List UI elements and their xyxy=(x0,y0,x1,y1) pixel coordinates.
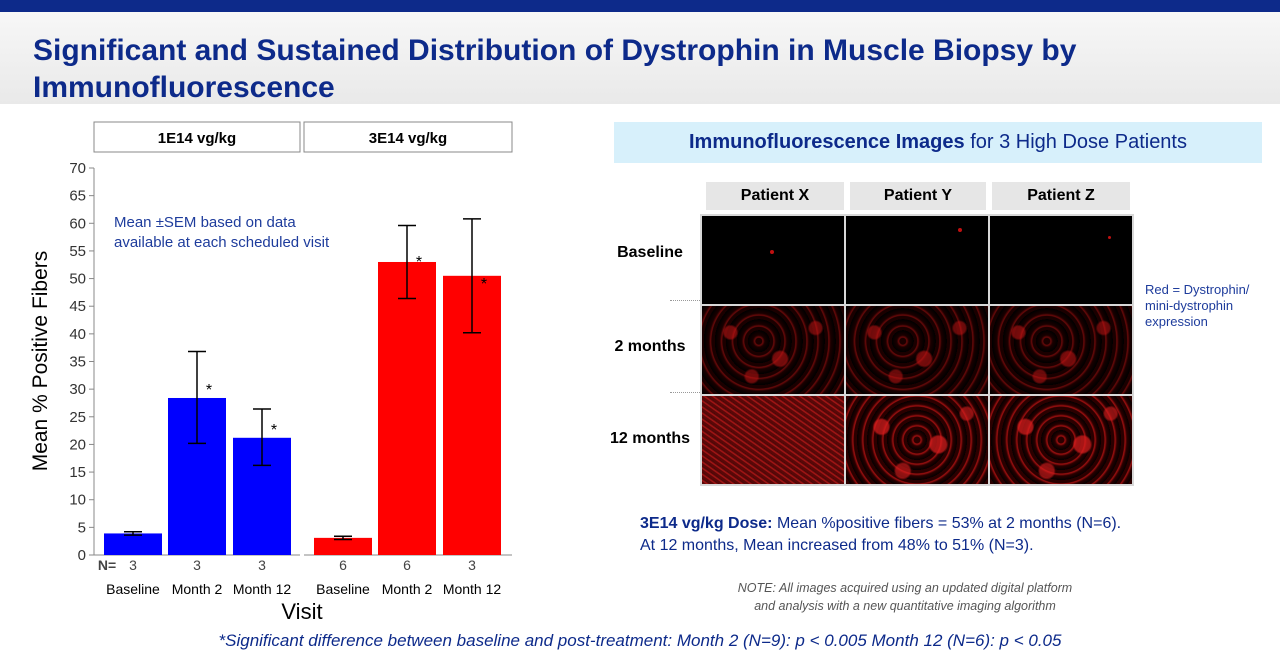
y-tick-label: 50 xyxy=(69,271,86,288)
panel-header-label: 1E14 vg/kg xyxy=(158,130,236,147)
image-2-months-patient-z xyxy=(990,306,1132,394)
row-label-baseline: Baseline xyxy=(617,244,683,261)
n-prefix-label: N= xyxy=(98,557,116,573)
bar xyxy=(378,261,436,555)
slide-header: Significant and Sustained Distribution o… xyxy=(0,12,1280,104)
row-label-2-months: 2 months xyxy=(614,338,686,355)
image-12-months-patient-x xyxy=(702,396,844,484)
y-tick-label: 45 xyxy=(69,298,86,315)
slide-title: Significant and Sustained Distribution o… xyxy=(33,34,1077,104)
if-banner-rest: for 3 High Dose Patients xyxy=(964,131,1187,153)
method-note: NOTE: All images acquired using an updat… xyxy=(690,579,1120,615)
x-tick-label: Month 2 xyxy=(172,581,223,597)
row-divider xyxy=(670,300,700,301)
image-2-months-patient-x xyxy=(702,306,844,394)
if-banner: Immunofluorescence Images for 3 High Dos… xyxy=(614,122,1262,163)
method-note-line-1: NOTE: All images acquired using an updat… xyxy=(737,581,1073,595)
y-tick-label: 55 xyxy=(69,243,86,260)
column-header-patient-x: Patient X xyxy=(706,182,844,210)
top-accent-bar xyxy=(0,0,1280,12)
x-tick-label: Baseline xyxy=(106,581,160,597)
panel-header-label: 3E14 vg/kg xyxy=(369,130,447,147)
significance-star: * xyxy=(481,276,487,293)
row-label-12-months: 12 months xyxy=(609,430,690,447)
significance-footnote: *Significant difference between baseline… xyxy=(218,631,1062,650)
dose-summary-line-2: At 12 months, Mean increased from 48% to… xyxy=(640,537,1034,554)
image-baseline-patient-z xyxy=(990,216,1132,304)
y-tick-label: 10 xyxy=(69,492,86,509)
immunofluorescence-image-grid xyxy=(700,214,1134,486)
x-tick-label: Month 2 xyxy=(382,581,433,597)
legend-note: Red = Dystrophin/ mini-dystrophin expres… xyxy=(1145,282,1250,329)
y-tick-label: 25 xyxy=(69,409,86,426)
significance-star: * xyxy=(271,422,277,439)
n-count-label: 6 xyxy=(339,557,347,573)
y-axis-label: Mean % Positive Fibers xyxy=(29,251,52,472)
row-divider xyxy=(670,392,700,393)
dose-summary-line-1: 3E14 vg/kg Dose: Mean %positive fibers =… xyxy=(640,513,1260,535)
x-tick-label: Month 12 xyxy=(443,581,502,597)
image-baseline-patient-x xyxy=(702,216,844,304)
image-2-months-patient-y xyxy=(846,306,988,394)
method-note-line-2: and analysis with a new quantitative ima… xyxy=(754,599,1056,613)
n-count-label: 6 xyxy=(403,557,411,573)
y-tick-label: 5 xyxy=(78,519,86,536)
if-banner-bold: Immunofluorescence Images xyxy=(689,131,965,153)
y-tick-label: 65 xyxy=(69,188,86,205)
column-header-patient-z: Patient Z xyxy=(992,182,1130,210)
dose-summary-bold: 3E14 vg/kg Dose: xyxy=(640,515,773,532)
image-12-months-patient-y xyxy=(846,396,988,484)
chart-annotation-line: available at each scheduled visit xyxy=(114,234,330,251)
significance-star: * xyxy=(206,382,212,399)
panel-header-box xyxy=(303,121,513,153)
x-axis-label: Visit xyxy=(281,599,322,624)
n-count-label: 3 xyxy=(129,557,137,573)
y-tick-label: 30 xyxy=(69,381,86,398)
y-tick-label: 15 xyxy=(69,464,86,481)
significance-star: * xyxy=(416,254,422,271)
chart-annotation-line: Mean ±SEM based on data xyxy=(114,214,296,231)
dose-summary: 3E14 vg/kg Dose: Mean %positive fibers =… xyxy=(640,513,1260,557)
n-count-label: 3 xyxy=(193,557,201,573)
y-tick-label: 70 xyxy=(69,160,86,177)
y-tick-label: 0 xyxy=(78,547,86,564)
bar xyxy=(104,533,162,555)
bar xyxy=(314,537,372,555)
n-count-label: 3 xyxy=(468,557,476,573)
image-baseline-patient-y xyxy=(846,216,988,304)
image-12-months-patient-z xyxy=(990,396,1132,484)
y-tick-label: 20 xyxy=(69,436,86,453)
y-tick-label: 60 xyxy=(69,215,86,232)
y-tick-label: 35 xyxy=(69,354,86,371)
panel-header-box xyxy=(93,121,301,153)
x-tick-label: Baseline xyxy=(316,581,370,597)
bar-chart: 0 5 10 15 20 25 30 35 40 45 50 55 60 65 70 Mean % Posit… xyxy=(29,121,513,624)
x-tick-label: Month 12 xyxy=(233,581,292,597)
n-count-label: 3 xyxy=(258,557,266,573)
y-tick-label: 40 xyxy=(69,326,86,343)
dose-summary-line-1-rest: Mean %positive fibers = 53% at 2 months … xyxy=(772,515,1122,532)
column-header-patient-y: Patient Y xyxy=(850,182,986,210)
